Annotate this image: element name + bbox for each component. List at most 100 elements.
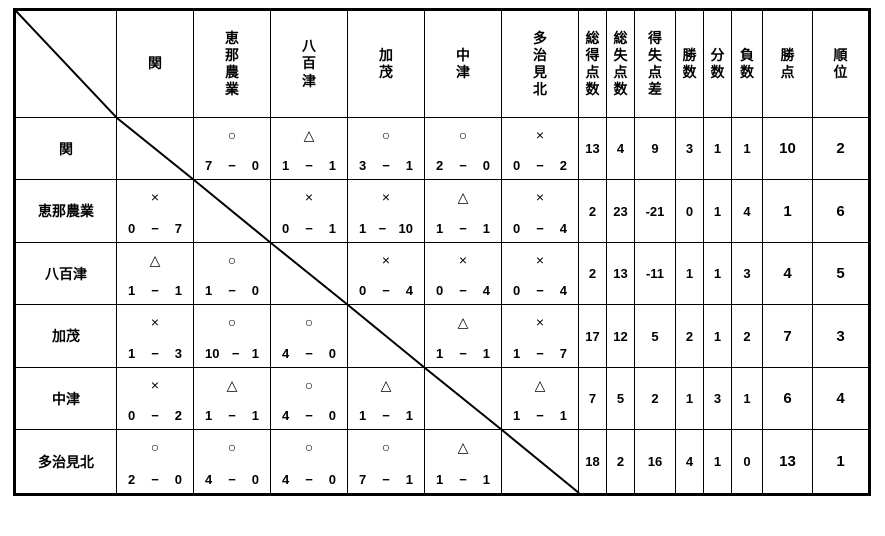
match-score: 4−0 — [194, 473, 270, 486]
match-cell: × 1−10 — [348, 180, 425, 243]
match-score: 0−4 — [348, 284, 424, 297]
stat-value: 1 — [685, 391, 694, 406]
team-name: 多治見北 — [38, 453, 94, 470]
score-right: 3 — [174, 346, 182, 361]
column-header-label: 多治見北 — [533, 29, 547, 98]
column-header-team: 関 — [117, 11, 194, 118]
stat-header-label: 順位 — [833, 46, 848, 80]
stat-header-label: 勝数 — [682, 46, 697, 80]
team-row-label: 関 — [16, 118, 117, 180]
stat-cell: 1 — [704, 305, 732, 368]
result-symbol: × — [381, 189, 391, 205]
stat-cell: 13 — [763, 430, 813, 493]
stat-value: 0 — [685, 203, 694, 219]
stat-cell: 6 — [813, 180, 868, 243]
stat-value: 23 — [613, 203, 628, 219]
score-right: 1 — [405, 408, 413, 423]
score-left: 1 — [436, 221, 444, 236]
match-cell: △ 1−1 — [425, 305, 502, 368]
score-right: 4 — [559, 221, 567, 236]
stat-cell: 13 — [607, 243, 635, 305]
score-right: 1 — [328, 158, 336, 173]
match-score: 0−4 — [502, 284, 578, 297]
score-right: 1 — [405, 158, 413, 173]
result-symbol: ○ — [227, 314, 237, 330]
result-symbol: × — [150, 377, 160, 393]
stat-cell: 3 — [813, 305, 868, 368]
match-score: 0−4 — [425, 284, 501, 297]
match-score: 2−0 — [425, 159, 501, 172]
score-right: 0 — [328, 346, 336, 361]
stat-cell: 5 — [813, 243, 868, 305]
result-symbol: △ — [149, 252, 161, 268]
match-score: 2−0 — [117, 473, 193, 486]
score-separator: − — [382, 283, 390, 298]
result-symbol: × — [535, 252, 545, 268]
match-cell: △ 1−1 — [348, 368, 425, 430]
stat-value: 17 — [585, 328, 600, 344]
stat-value: 0 — [743, 454, 751, 469]
score-right: 1 — [405, 472, 413, 487]
stat-cell: 4 — [813, 368, 868, 430]
score-left: 0 — [513, 221, 521, 236]
match-score: 0−7 — [117, 222, 193, 235]
match-score: 4−0 — [271, 473, 347, 486]
score-left: 1 — [205, 408, 213, 423]
match-score: 0−2 — [117, 409, 193, 422]
match-score: 10−1 — [194, 347, 270, 360]
stat-cell: 16 — [635, 430, 676, 493]
stat-value: 16 — [647, 454, 663, 469]
stat-value: 4 — [783, 265, 792, 282]
stat-value: 2 — [685, 328, 694, 344]
column-header-team: 中津 — [425, 11, 502, 118]
stat-header-label: 負数 — [740, 46, 754, 80]
score-right: 0 — [174, 472, 182, 487]
stat-value: 13 — [779, 453, 796, 470]
stat-value: 12 — [613, 328, 628, 344]
match-score: 1−1 — [502, 409, 578, 422]
match-cell: △ 1−1 — [117, 243, 194, 305]
match-cell: △ 1−1 — [425, 430, 502, 493]
score-left: 3 — [359, 158, 367, 173]
score-left: 7 — [205, 158, 213, 173]
score-left: 0 — [282, 221, 290, 236]
score-right: 4 — [559, 283, 567, 298]
stat-value: -21 — [645, 203, 665, 219]
stat-value: 6 — [836, 202, 845, 220]
score-right: 1 — [482, 346, 490, 361]
stat-value: 18 — [585, 454, 600, 469]
stat-value: 2 — [836, 140, 845, 157]
score-separator: − — [305, 472, 313, 487]
score-left: 1 — [128, 346, 136, 361]
match-cell: × 1−3 — [117, 305, 194, 368]
stat-cell: 3 — [704, 368, 732, 430]
result-symbol: ○ — [458, 127, 468, 143]
stat-value: 1 — [783, 202, 792, 220]
stat-cell: 3 — [732, 243, 763, 305]
score-right: 10 — [398, 221, 413, 236]
match-score: 1−1 — [194, 409, 270, 422]
result-symbol: ○ — [304, 314, 314, 330]
match-score: 4−0 — [271, 347, 347, 360]
score-right: 0 — [482, 158, 490, 173]
stat-cell: -11 — [635, 243, 676, 305]
score-separator: − — [382, 158, 390, 173]
result-symbol: × — [535, 314, 545, 330]
stat-cell: 2 — [732, 305, 763, 368]
score-left: 0 — [359, 283, 367, 298]
score-separator: − — [459, 472, 467, 487]
stat-cell: 0 — [676, 180, 704, 243]
score-separator: − — [305, 408, 313, 423]
score-left: 10 — [205, 346, 220, 361]
column-header-team: 八百津 — [271, 11, 348, 118]
score-separator: − — [228, 283, 236, 298]
stat-cell: 2 — [676, 305, 704, 368]
score-separator: − — [151, 408, 159, 423]
self-match-cell — [425, 368, 502, 430]
stat-value: 2 — [651, 391, 659, 406]
stat-value: 5 — [836, 265, 845, 282]
match-cell: × 0−2 — [117, 368, 194, 430]
score-right: 1 — [174, 283, 182, 298]
stat-value: 10 — [779, 140, 796, 157]
match-cell: △ 1−1 — [502, 368, 579, 430]
